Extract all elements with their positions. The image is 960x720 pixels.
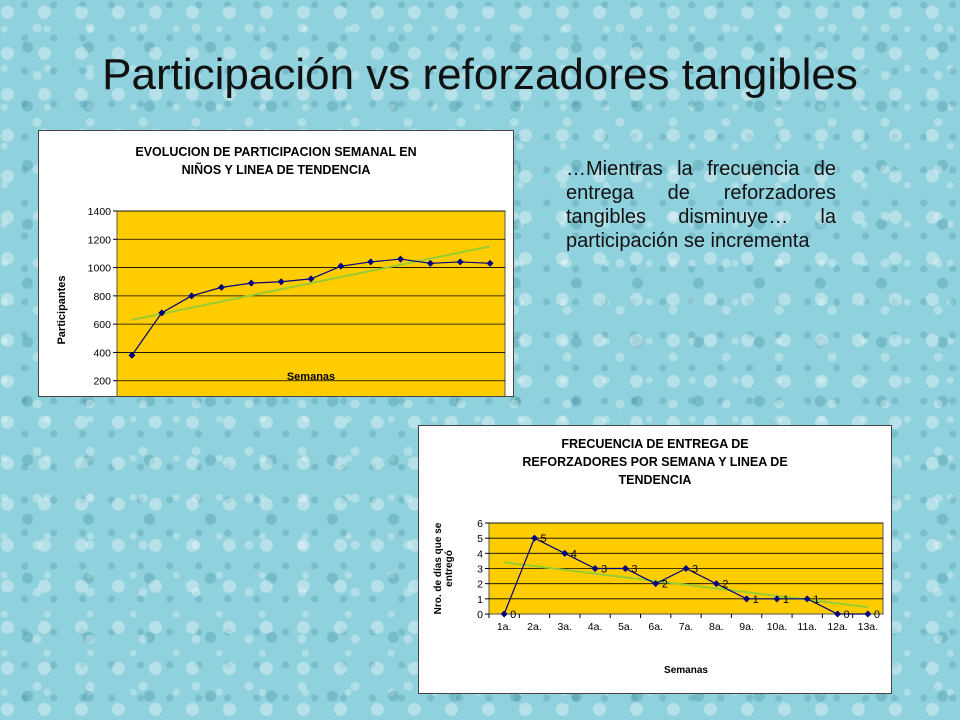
data-label: 1 [753, 594, 759, 606]
x-tick-label: 3a. [557, 621, 572, 633]
data-point [743, 595, 751, 603]
participation-chart-svg: EVOLUCION DE PARTICIPACION SEMANAL EN NIÑ… [56, 145, 506, 396]
data-point [247, 279, 255, 287]
y-tick-label: 4 [477, 548, 483, 560]
y-tick-label: 2 [477, 579, 483, 591]
data-point [500, 610, 508, 618]
x-tick-label: 13a. [858, 621, 878, 633]
slide-body-text: …Mientras la frecuencia de entrega de re… [566, 158, 836, 252]
chart-title-line: TENDENCIA [619, 473, 692, 487]
y-tick-label: 1000 [88, 263, 112, 275]
y-axis-label: Participantes [56, 275, 68, 344]
y-tick-label: 400 [93, 347, 111, 359]
x-axis-label: Semanas [287, 371, 335, 383]
data-label: 0 [510, 609, 516, 621]
data-point [426, 259, 434, 267]
data-label: 1 [783, 594, 789, 606]
data-point [277, 278, 285, 286]
chart-title-line: REFORZADORES POR SEMANA Y LINEA DE [522, 455, 787, 469]
y-tick-label: 200 [93, 376, 111, 388]
data-label: 0 [844, 609, 850, 621]
data-label: 0 [874, 609, 880, 621]
x-tick-label: 10a. [767, 621, 787, 633]
data-point [367, 258, 375, 266]
data-point [188, 292, 196, 300]
data-point [486, 259, 494, 267]
data-point [773, 595, 781, 603]
y-axis-label: Nro. de días que se [433, 522, 444, 614]
data-point [530, 534, 538, 542]
x-tick-label: 4a. [588, 621, 603, 633]
y-tick-label: 0 [477, 609, 483, 621]
data-point [456, 258, 464, 266]
y-axis-label: entregó [444, 550, 455, 587]
data-point [217, 283, 225, 291]
slide-title: Participación vs reforzadores tangibles [102, 50, 858, 99]
x-tick-label: 1a. [497, 621, 512, 633]
x-tick-label: 5a. [618, 621, 633, 633]
y-tick-label: 3 [477, 564, 483, 576]
plot-area [116, 210, 506, 396]
data-point [128, 351, 136, 359]
chart-title-line: FRECUENCIA DE ENTREGA DE [561, 437, 748, 451]
x-tick-label: 12a. [827, 621, 847, 633]
y-tick-label: 1400 [88, 206, 112, 218]
chart-title-line: EVOLUCION DE PARTICIPACION SEMANAL EN [135, 145, 416, 159]
x-tick-label: 8a. [709, 621, 724, 633]
data-label: 5 [540, 533, 546, 545]
y-tick-label: 5 [477, 533, 483, 545]
y-tick-label: 1 [477, 594, 483, 606]
data-label: 3 [631, 564, 637, 576]
participation-chart: EVOLUCION DE PARTICIPACION SEMANAL EN NIÑ… [38, 130, 514, 397]
data-point [158, 309, 166, 317]
x-tick-label: 9a. [739, 621, 754, 633]
reinforcers-chart: FRECUENCIA DE ENTREGA DE REFORZADORES POR… [418, 425, 892, 694]
data-label: 3 [601, 564, 607, 576]
x-tick-label: 2a. [527, 621, 542, 633]
data-point [621, 565, 629, 572]
data-point [337, 262, 345, 270]
data-label: 1 [813, 594, 819, 606]
data-point [397, 255, 405, 263]
data-point [307, 275, 315, 283]
x-tick-label: 6a. [648, 621, 663, 633]
data-point [834, 610, 842, 618]
data-point [803, 595, 811, 603]
x-tick-label: 11a. [797, 621, 817, 633]
y-tick-label: 800 [93, 291, 111, 303]
y-tick-label: 600 [93, 319, 111, 331]
data-label: 2 [662, 579, 668, 591]
data-label: 4 [571, 548, 577, 560]
chart-title-line: NIÑOS Y LINEA DE TENDENCIA [182, 162, 371, 177]
data-point [652, 580, 660, 588]
data-point [864, 610, 872, 618]
x-axis-label: Semanas [664, 665, 708, 676]
y-tick-label: 1200 [88, 234, 112, 246]
data-label: 2 [722, 579, 728, 591]
data-point [561, 549, 569, 557]
reinforcers-chart-svg: FRECUENCIA DE ENTREGA DE REFORZADORES POR… [433, 437, 884, 676]
data-point [682, 565, 690, 572]
data-point [712, 580, 720, 588]
trend-line [131, 245, 491, 321]
data-label: 3 [692, 564, 698, 576]
x-tick-label: 7a. [679, 621, 694, 633]
y-tick-label: 6 [477, 518, 483, 530]
data-point [591, 565, 599, 572]
